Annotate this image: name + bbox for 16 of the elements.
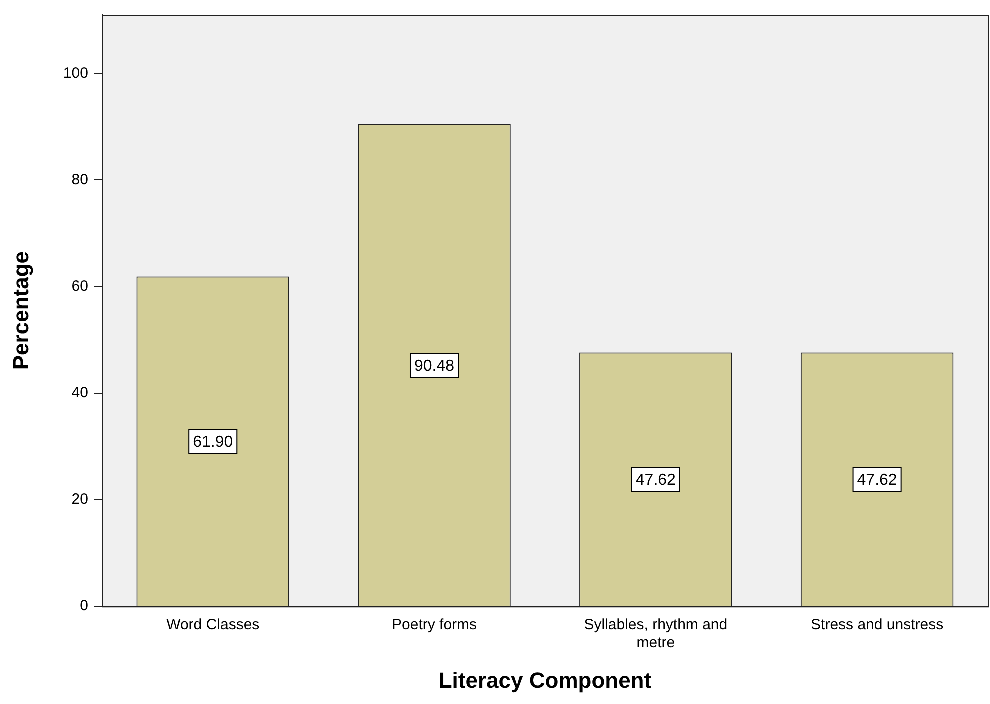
data-label: 47.62 [636,472,676,490]
y-tick-label: 100 [63,64,88,82]
y-tick-label: 40 [72,384,88,402]
x-tick-label: Poetry forms [392,616,478,634]
x-tick-label: Syllables, rhythm and metre [584,616,728,652]
data-label: 90.48 [414,358,455,375]
y-axis-title: Percentage [8,251,34,370]
data-label: 61.90 [193,434,234,452]
y-tick-label: 0 [80,598,88,615]
y-tick-label: 80 [72,171,88,188]
x-axis-title: Literacy Component [438,668,652,693]
y-tick-label: 60 [72,278,88,295]
y-tick-label: 20 [72,491,88,508]
data-label: 47.62 [857,472,898,490]
x-tick-label: Word Classes [166,616,260,634]
x-tick-label: Stress and unstress [811,616,944,634]
